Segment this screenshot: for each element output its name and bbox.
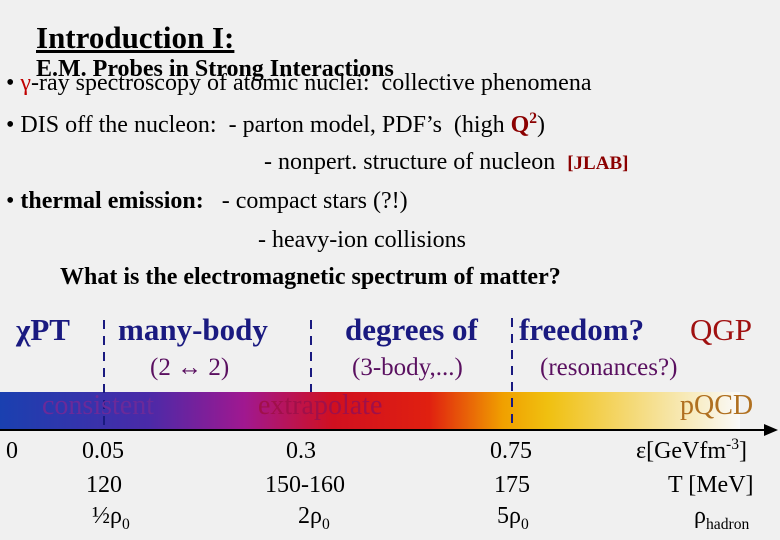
heading: QGP — [690, 312, 753, 347]
line: • γ-ray spectroscopy of atomic nuclei: c… — [6, 70, 591, 97]
bullet: • — [6, 70, 15, 96]
bar-label: pQCD — [680, 390, 754, 421]
energy-label: 0.75 — [490, 438, 532, 464]
heading: many-body — [118, 312, 268, 347]
temperature-label: 120 — [86, 472, 122, 498]
heading: degrees of — [345, 312, 478, 347]
title-main: Introduction I: — [36, 20, 235, 55]
heading: freedom? — [519, 312, 645, 347]
text: ) — [537, 112, 546, 138]
text: 2ρ — [298, 503, 322, 529]
text: - nonpert. structure of nucleon — [264, 149, 556, 175]
line: - heavy-ion collisions — [258, 227, 466, 253]
text: ρ — [694, 503, 706, 529]
density-label: 2ρ0 — [298, 503, 330, 534]
line: • thermal emission: - compact stars (?!) — [6, 188, 408, 215]
tag: [JLAB] — [567, 153, 629, 174]
q: Q — [510, 112, 530, 138]
subheading: (3-body,...) — [352, 354, 463, 381]
text: ε[GeVfm — [636, 438, 727, 464]
temperature-label: 150-160 — [265, 472, 345, 498]
sup: -3 — [726, 436, 740, 453]
text: -ray spectroscopy of atomic nuclei: coll… — [31, 70, 592, 96]
sub: hadron — [705, 515, 750, 533]
subheading: (2 ↔ 2) — [150, 354, 230, 381]
text: ] — [739, 438, 748, 464]
arrow-head — [764, 424, 778, 436]
density-label: 5ρ0 — [497, 503, 529, 534]
gamma: γ — [20, 70, 32, 96]
text: DIS off the nucleon: - parton model, PDF… — [20, 112, 511, 138]
gradient-bar — [0, 392, 740, 430]
bar-label: extrapolate — [258, 390, 383, 421]
energy-label: 0.05 — [82, 438, 124, 464]
text: 5ρ — [497, 503, 521, 529]
q-power: 2 — [529, 110, 538, 127]
title-sub: E.M. Probes in Strong Interactions — [36, 56, 394, 82]
temperature-unit: T [MeV] — [668, 472, 754, 498]
temperature-label: 175 — [494, 472, 530, 498]
text: - compact stars (?!) — [221, 188, 408, 214]
subheading: (resonances?) — [540, 354, 678, 381]
sub: 0 — [121, 515, 130, 533]
question: What is the electromagnetic spectrum of … — [60, 264, 561, 290]
density-label: ½ρ0 — [92, 503, 130, 534]
sub: 0 — [520, 515, 529, 533]
density-unit: ρhadron — [694, 503, 749, 534]
title: Introduction I: E.M. Probes in Strong In… — [20, 2, 394, 101]
line: - nonpert. structure of nucleon [JLAB] — [264, 149, 628, 176]
text-bold: thermal emission: — [20, 188, 204, 214]
dividers — [103, 318, 513, 428]
energy-unit: ε[GeVfm-3] — [636, 436, 747, 465]
energy-label: 0.3 — [286, 438, 316, 464]
energy-label: 0 — [6, 438, 18, 464]
sub: 0 — [321, 515, 330, 533]
text: ½ρ — [92, 503, 122, 529]
bullet: • — [6, 112, 15, 138]
bar-label: consistent — [42, 390, 154, 421]
bullet: • — [6, 188, 15, 214]
line: • DIS off the nucleon: - parton model, P… — [6, 110, 545, 139]
heading: χPT — [16, 312, 70, 347]
